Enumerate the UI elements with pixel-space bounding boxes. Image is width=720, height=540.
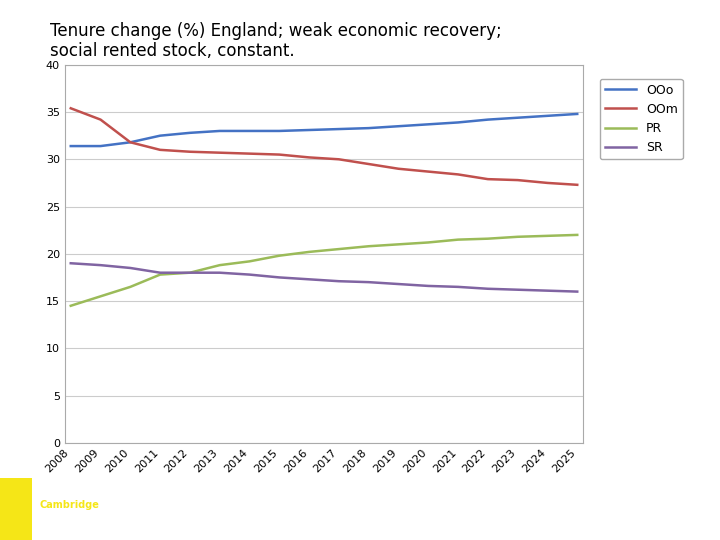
SR	[484, 286, 492, 292]
Line: OOm: OOm	[71, 108, 577, 185]
SR	[186, 269, 194, 276]
PR	[454, 237, 462, 243]
SR	[126, 265, 135, 271]
OOo	[275, 128, 284, 134]
PR	[305, 248, 313, 255]
Bar	[0, 478, 32, 540]
PR	[246, 258, 254, 265]
SR	[573, 288, 582, 295]
OOm	[126, 139, 135, 145]
Text: Centre: Centre	[124, 500, 160, 510]
OOo	[543, 113, 552, 119]
SR	[513, 286, 522, 293]
OOm	[66, 105, 75, 112]
SR	[543, 287, 552, 294]
OOm	[96, 117, 105, 123]
OOo	[394, 123, 402, 130]
OOo	[454, 119, 462, 126]
PR	[484, 235, 492, 242]
SR	[246, 271, 254, 278]
OOm	[543, 180, 552, 186]
PR	[275, 252, 284, 259]
SR	[305, 276, 313, 282]
OOo	[66, 143, 75, 150]
OOm	[454, 171, 462, 178]
OOo	[573, 111, 582, 117]
OOo	[364, 125, 373, 131]
OOo	[156, 132, 164, 139]
SR	[156, 269, 164, 276]
Line: SR: SR	[71, 263, 577, 292]
PR	[394, 241, 402, 247]
OOo	[215, 128, 224, 134]
PR	[513, 233, 522, 240]
OOm	[156, 146, 164, 153]
OOm	[573, 181, 582, 188]
OOm	[484, 176, 492, 183]
PR	[424, 239, 433, 246]
Legend: OOo, OOm, PR, SR: OOo, OOm, PR, SR	[600, 79, 683, 159]
SR	[394, 281, 402, 287]
PR	[335, 246, 343, 252]
OOo	[96, 143, 105, 150]
OOo	[305, 127, 313, 133]
OOo	[513, 114, 522, 121]
PR	[96, 293, 105, 300]
OOm	[364, 161, 373, 167]
OOo	[186, 130, 194, 136]
SR	[424, 283, 433, 289]
OOm	[215, 150, 224, 156]
OOm	[305, 154, 313, 161]
Line: OOo: OOo	[71, 114, 577, 146]
PR	[156, 271, 164, 278]
OOm	[394, 166, 402, 172]
PR	[215, 262, 224, 268]
OOm	[186, 148, 194, 155]
SR	[215, 269, 224, 276]
PR	[186, 269, 194, 276]
OOo	[484, 117, 492, 123]
PR	[126, 284, 135, 290]
OOm	[513, 177, 522, 184]
Text: Tenure change (%) England; weak economic recovery;
social rented stock, constant: Tenure change (%) England; weak economic…	[50, 22, 502, 60]
SR	[275, 274, 284, 281]
PR	[66, 302, 75, 309]
OOm	[246, 150, 254, 157]
Text: Cambridge: Cambridge	[40, 500, 99, 510]
SR	[454, 284, 462, 290]
OOo	[335, 126, 343, 132]
OOo	[126, 139, 135, 145]
PR	[543, 233, 552, 239]
OOm	[335, 156, 343, 163]
OOo	[424, 121, 433, 127]
SR	[364, 279, 373, 285]
OOo	[246, 128, 254, 134]
OOm	[424, 168, 433, 175]
SR	[335, 278, 343, 285]
OOm	[275, 151, 284, 158]
Text: for Housing &
Planning Research: for Housing & Planning Research	[40, 518, 130, 540]
SR	[66, 260, 75, 266]
Line: PR: PR	[71, 235, 577, 306]
PR	[573, 232, 582, 238]
SR	[96, 262, 105, 268]
PR	[364, 243, 373, 249]
